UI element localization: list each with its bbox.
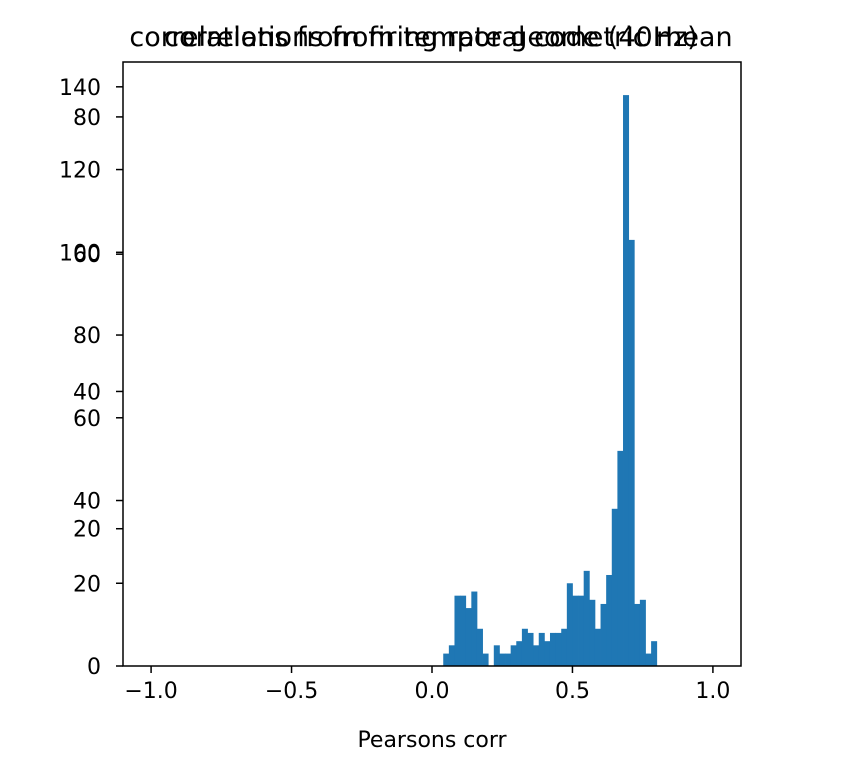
histogram-bars xyxy=(443,95,658,667)
y-tick-label: 100 xyxy=(59,241,101,266)
histogram-bar xyxy=(572,595,579,666)
plot-frame xyxy=(122,61,742,667)
x-axis-label: Pearsons corr xyxy=(357,728,507,753)
histogram-bar xyxy=(521,628,528,666)
histogram-bar xyxy=(482,653,489,666)
histogram-bar xyxy=(617,450,624,666)
y-tick-label: 60 xyxy=(73,243,101,268)
histogram-bar xyxy=(516,641,523,666)
histogram-bar xyxy=(527,632,534,666)
histogram-bar xyxy=(544,641,551,666)
histogram-bar xyxy=(454,595,461,666)
histogram-bar xyxy=(471,591,478,666)
histogram-bar xyxy=(510,645,517,666)
histogram-bar xyxy=(578,595,585,666)
y-tick-label: 80 xyxy=(73,106,101,131)
histogram-bar xyxy=(460,595,467,666)
histogram-bar xyxy=(555,632,562,666)
x-tick-label: −1.0 xyxy=(124,679,177,704)
chart-title-1: correlations from temporal code (40Hz) xyxy=(164,22,697,53)
histogram-bar xyxy=(561,628,568,666)
histogram-bar xyxy=(533,645,540,666)
histogram-bar xyxy=(505,653,512,666)
y-tick-label: 60 xyxy=(73,407,101,432)
histogram-bar xyxy=(628,239,635,666)
histogram-bar xyxy=(611,508,618,666)
histogram-bar xyxy=(465,608,472,666)
y-tick-label: 80 xyxy=(73,324,101,349)
y-tick-label: 40 xyxy=(73,380,101,405)
histogram-bar xyxy=(606,574,613,666)
histogram-bar xyxy=(538,632,545,666)
x-tick-label: 0.5 xyxy=(555,679,590,704)
histogram-bar xyxy=(443,653,450,666)
chart-title-2: correlations from firing rate geometric … xyxy=(129,22,732,53)
histogram-bar xyxy=(566,583,573,666)
histogram-bar xyxy=(600,603,607,666)
histogram-bar xyxy=(634,603,641,666)
histogram-bar xyxy=(549,632,556,666)
histogram-bar xyxy=(651,641,658,666)
y-tick-label: 20 xyxy=(73,518,101,543)
y-tick-label: 140 xyxy=(59,76,101,101)
histogram-bar xyxy=(589,599,596,666)
histogram-bar xyxy=(476,628,483,666)
histogram-bar xyxy=(493,645,500,666)
x-tick-label: 0.0 xyxy=(415,679,450,704)
histogram-bar xyxy=(594,628,601,666)
y-tick-label: 40 xyxy=(73,490,101,515)
histogram-bar xyxy=(623,95,630,667)
y-tick-label: 20 xyxy=(73,572,101,597)
y-tick-label: 0 xyxy=(87,655,101,680)
y-tick-label: 120 xyxy=(59,159,101,184)
x-ticks: −1.0 −0.5 0.0 0.5 1.0 xyxy=(124,666,730,704)
histogram-bar xyxy=(448,645,455,666)
histogram-bar xyxy=(645,653,652,666)
x-tick-label: 1.0 xyxy=(695,679,730,704)
histogram-bar xyxy=(639,599,646,666)
histogram-bar xyxy=(583,570,590,666)
histogram-bar xyxy=(499,653,506,666)
x-tick-label: −0.5 xyxy=(265,679,318,704)
